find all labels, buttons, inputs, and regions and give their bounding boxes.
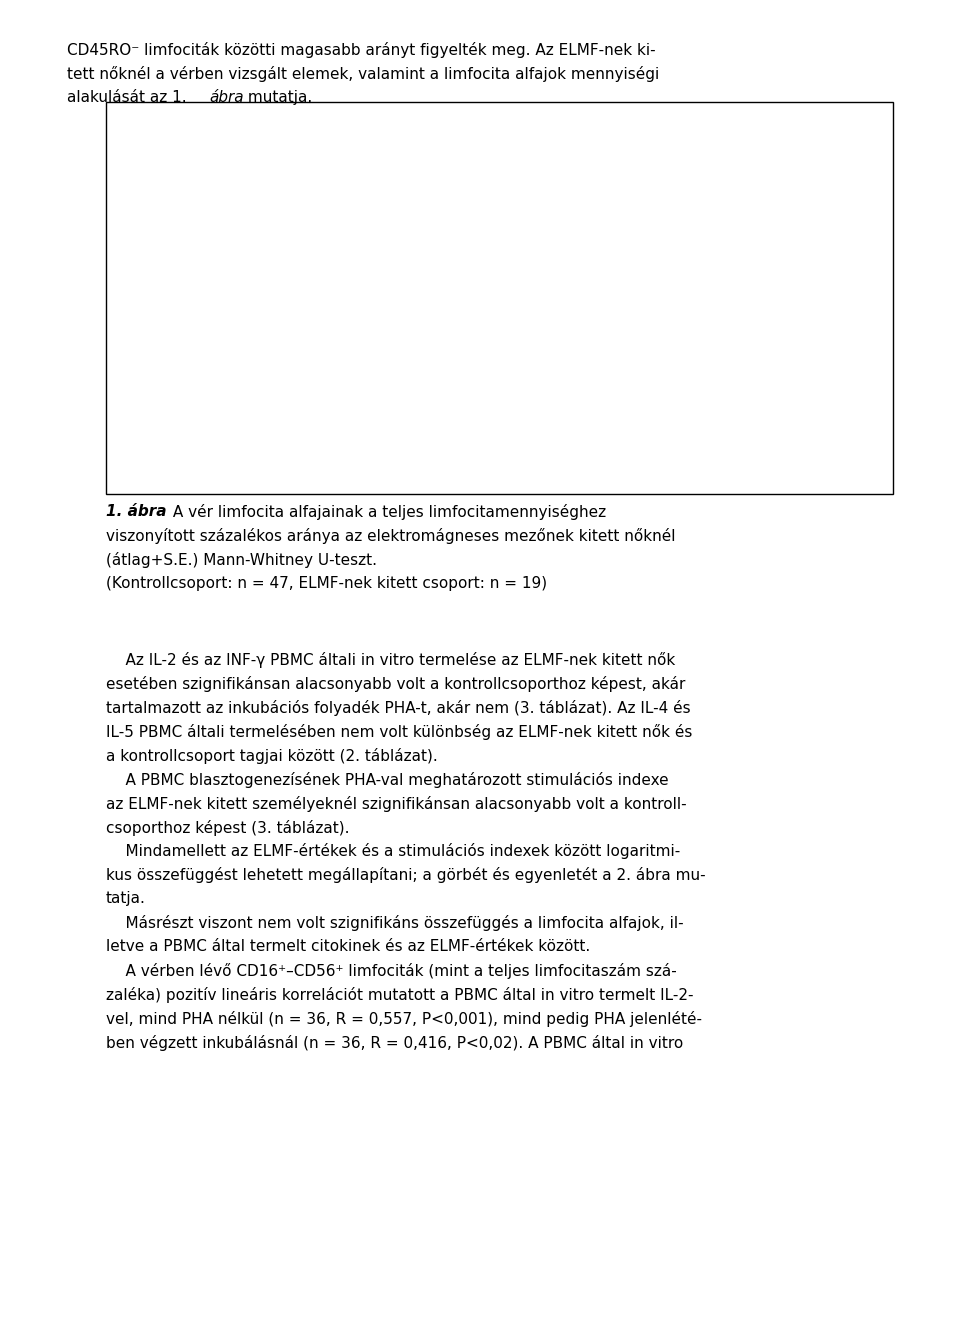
Bar — [723, 322, 774, 421]
Y-axis label: limfociták, %: limfociták, % — [127, 235, 142, 334]
Text: ben végzett inkubálásnál (n = 36, R = 0,416, P<0,02). A PBMC által in vitro: ben végzett inkubálásnál (n = 36, R = 0,… — [106, 1035, 683, 1051]
Text: P<0,01: P<0,01 — [470, 243, 516, 255]
Text: P<0,05: P<0,05 — [641, 349, 687, 362]
Text: viszonyított százalékos aránya az elektromágneses mezőnek kitett nőknél: viszonyított százalékos aránya az elektr… — [106, 528, 675, 544]
Bar — [263, 284, 314, 421]
Text: Másrészt viszont nem volt szignifikáns összefüggés a limfocita alfajok, il-: Másrészt viszont nem volt szignifikáns ö… — [106, 916, 684, 932]
Text: csoporthoz képest (3. táblázat).: csoporthoz képest (3. táblázat). — [106, 820, 349, 836]
Text: alakulását az 1.: alakulását az 1. — [67, 90, 192, 105]
Legend: kontroll, ELMF-nek kitett: kontroll, ELMF-nek kitett — [703, 155, 852, 204]
Text: mutatja.: mutatja. — [243, 90, 312, 105]
Text: A vér limfocita alfajainak a teljes limfocitamennyiséghez: A vér limfocita alfajainak a teljes limf… — [168, 504, 606, 520]
Bar — [604, 390, 655, 421]
Bar — [774, 345, 826, 421]
Text: az ELMF-nek kitett személyeknél szignifikánsan alacsonyabb volt a kontroll-: az ELMF-nek kitett személyeknél szignifi… — [106, 796, 686, 812]
Text: A vérben lévő CD16⁺–CD56⁺ limfociták (mint a teljes limfocitaszám szá-: A vérben lévő CD16⁺–CD56⁺ limfociták (mi… — [106, 963, 677, 979]
Bar — [433, 261, 484, 421]
Text: Mindamellett az ELMF-értékek és a stimulációs indexek között logaritmi-: Mindamellett az ELMF-értékek és a stimul… — [106, 844, 680, 860]
Text: IL-5 PBMC általi termelésében nem volt különbség az ELMF-nek kitett nők és: IL-5 PBMC általi termelésében nem volt k… — [106, 725, 692, 740]
Text: (Kontrollcsoport: n = 47, ELMF-nek kitett csoport: n = 19): (Kontrollcsoport: n = 47, ELMF-nek kitet… — [106, 576, 547, 591]
Text: Az IL-2 és az INF-γ PBMC általi in vitro termelése az ELMF-nek kitett nők: Az IL-2 és az INF-γ PBMC általi in vitro… — [106, 653, 675, 669]
Text: esetében szignifikánsan alacsonyabb volt a kontrollcsoporthoz képest, akár: esetében szignifikánsan alacsonyabb volt… — [106, 677, 685, 693]
Text: tatja.: tatja. — [106, 892, 146, 906]
Text: CD45RO⁻ limfociták közötti magasabb arányt figyelték meg. Az ELMF-nek ki-: CD45RO⁻ limfociták közötti magasabb arán… — [67, 42, 656, 58]
Text: ábra: ábra — [209, 90, 244, 105]
Text: a kontrollcsoport tagjai között (2. táblázat).: a kontrollcsoport tagjai között (2. tábl… — [106, 748, 438, 764]
Text: vel, mind PHA nélkül (n = 36, R = 0,557, P<0,001), mind pedig PHA jelenlété-: vel, mind PHA nélkül (n = 36, R = 0,557,… — [106, 1011, 702, 1027]
Text: tartalmazott az inkubációs folyadék PHA-t, akár nem (3. táblázat). Az IL-4 és: tartalmazott az inkubációs folyadék PHA-… — [106, 701, 690, 717]
Text: (átlag+S.E.) Mann-Whitney U-teszt.: (átlag+S.E.) Mann-Whitney U-teszt. — [106, 552, 376, 568]
Bar — [211, 214, 263, 421]
Text: zaléka) pozitív lineáris korrelációt mutatott a PBMC által in vitro termelt IL-2: zaléka) pozitív lineáris korrelációt mut… — [106, 987, 693, 1003]
Text: tett nőknél a vérben vizsgált elemek, valamint a limfocita alfajok mennyiségi: tett nőknél a vérben vizsgált elemek, va… — [67, 66, 660, 82]
Text: kus összefüggést lehetett megállapítani; a görbét és egyenletét a 2. ábra mu-: kus összefüggést lehetett megállapítani;… — [106, 868, 706, 884]
Text: P<0,05: P<0,05 — [300, 235, 347, 248]
Text: letve a PBMC által termelt citokinek és az ELMF-értékek között.: letve a PBMC által termelt citokinek és … — [106, 940, 589, 954]
Bar — [382, 242, 433, 421]
Text: 1. ábra: 1. ábra — [106, 504, 166, 519]
Text: P<0,05: P<0,05 — [811, 311, 857, 324]
Bar — [553, 366, 604, 421]
Text: A PBMC blasztogenezísének PHA-val meghatározott stimulációs indexe: A PBMC blasztogenezísének PHA-val meghat… — [106, 772, 668, 788]
